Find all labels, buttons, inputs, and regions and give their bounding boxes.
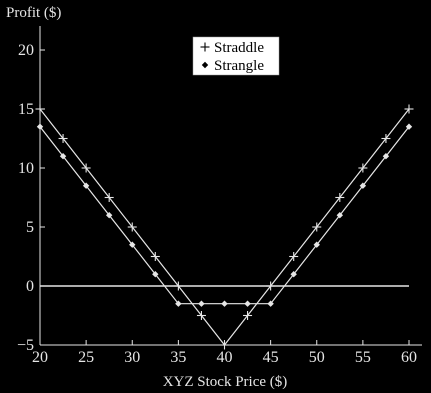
diamond-marker <box>336 212 344 219</box>
x-tick-label: 50 <box>309 349 325 366</box>
plus-marker <box>289 252 299 261</box>
x-tick-label: 35 <box>170 349 186 366</box>
diamond-marker <box>36 123 44 130</box>
y-tick-label: 5 <box>26 219 34 236</box>
plus-marker <box>312 222 322 232</box>
plus-marker <box>335 193 345 202</box>
diamond-marker <box>129 241 136 248</box>
y-tick-label: 10 <box>18 160 34 177</box>
diamond-marker <box>382 153 390 160</box>
x-tick-label: 45 <box>263 349 279 366</box>
plus-marker <box>266 281 276 291</box>
legend-box <box>192 36 280 76</box>
diamond-marker <box>244 300 251 307</box>
plus-marker <box>358 163 368 173</box>
diamond-marker <box>175 300 182 307</box>
diamond-marker <box>59 153 67 160</box>
x-tick-label: 30 <box>124 349 140 366</box>
x-axis-title: XYZ Stock Price ($) <box>163 374 288 390</box>
legend-item-strangle: Strangle <box>201 58 264 74</box>
diamond-marker <box>152 271 159 278</box>
y-tick-label: 0 <box>26 278 34 295</box>
series-group <box>35 104 414 350</box>
x-tick-label: 20 <box>32 349 48 366</box>
axis-ticks: 20 25 30 35 40 45 50 55 60 −5 0 5 10 15 20 <box>17 42 417 366</box>
plus-marker <box>200 42 210 52</box>
diamond-marker <box>221 300 228 307</box>
y-tick-label: −5 <box>17 337 34 354</box>
diamond-marker <box>290 271 297 278</box>
plus-marker <box>173 281 183 291</box>
plus-marker <box>58 134 68 143</box>
y-tick-label: 20 <box>18 42 34 59</box>
x-tick-label: 55 <box>355 349 371 366</box>
plus-marker <box>243 311 253 320</box>
plus-marker <box>196 311 206 320</box>
x-tick-label: 25 <box>78 349 94 366</box>
legend-label: Straddle <box>214 40 264 56</box>
diamond-marker <box>313 241 320 248</box>
diamond-marker <box>105 212 113 219</box>
plus-marker <box>150 252 160 261</box>
plus-marker <box>81 163 91 173</box>
diamond-marker <box>201 61 209 69</box>
legend-label: Strangle <box>214 58 264 74</box>
diamond-marker <box>267 300 274 307</box>
diamond-marker <box>405 123 413 130</box>
plus-marker <box>381 134 391 143</box>
plus-marker <box>404 104 414 114</box>
plus-marker <box>35 104 45 114</box>
x-tick-label: 60 <box>401 349 417 366</box>
y-tick-label: 15 <box>18 101 34 118</box>
diamond-marker <box>198 300 205 307</box>
series-straddle <box>35 104 414 350</box>
series-strangle <box>36 123 413 307</box>
plus-marker <box>220 340 229 350</box>
diamond-marker <box>359 182 367 189</box>
y-axis-title: Profit ($) <box>6 5 61 21</box>
plus-marker <box>104 193 114 202</box>
legend-item-straddle: Straddle <box>200 40 264 56</box>
x-tick-label: 40 <box>217 349 233 366</box>
legend: Straddle Strangle <box>192 36 280 76</box>
plus-marker <box>127 222 137 232</box>
diamond-marker <box>82 182 90 189</box>
plot-frame <box>39 26 422 346</box>
